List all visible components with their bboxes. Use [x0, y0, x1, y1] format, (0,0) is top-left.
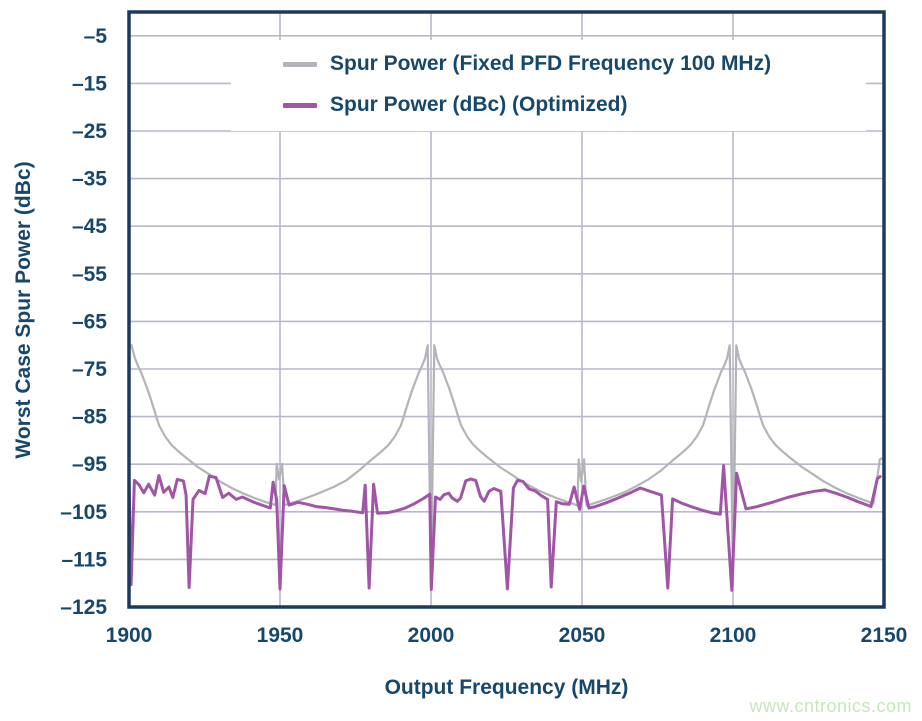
- y-tick-label: –55: [72, 263, 107, 286]
- y-tick-label: –85: [72, 406, 107, 429]
- y-tick-label: –65: [72, 310, 107, 333]
- plot-border: [127, 10, 886, 609]
- legend-item-optimized: Spur Power (dBc) (Optimized): [283, 87, 866, 123]
- legend-swatch-fixed-pfd: [283, 61, 317, 67]
- legend-label-optimized: Spur Power (dBc) (Optimized): [330, 93, 628, 116]
- y-tick-label: –75: [72, 358, 107, 381]
- y-tick-label: –125: [60, 596, 107, 619]
- y-tick-label: –5: [84, 25, 108, 48]
- y-tick-label: –25: [72, 120, 107, 143]
- y-tick-label: –45: [72, 215, 107, 238]
- watermark-text: www.cntronics.com: [749, 696, 912, 716]
- x-tick-label: 1900: [106, 624, 153, 647]
- y-tick-label: –105: [60, 501, 107, 524]
- series-line-optimized: [127, 464, 882, 592]
- y-axis-title: Worst Case Spur Power (dBc): [12, 161, 35, 459]
- x-tick-label: 2050: [559, 624, 606, 647]
- x-tick-label: 2150: [861, 624, 908, 647]
- x-tick-label: 2000: [408, 624, 455, 647]
- x-tick-label: 1950: [257, 624, 304, 647]
- series-line-fixed-pfd: [127, 344, 883, 587]
- x-tick-label: 2100: [710, 624, 757, 647]
- y-tick-label: –95: [72, 453, 107, 476]
- x-axis-title: Output Frequency (MHz): [384, 676, 629, 699]
- legend-swatch-optimized: [283, 102, 317, 108]
- y-tick-label: –15: [72, 72, 107, 95]
- legend-item-fixed-pfd: Spur Power (Fixed PFD Frequency 100 MHz): [283, 46, 866, 82]
- legend-label-fixed-pfd: Spur Power (Fixed PFD Frequency 100 MHz): [330, 52, 772, 75]
- y-tick-label: –35: [72, 168, 107, 191]
- y-tick-label: –115: [61, 548, 107, 571]
- legend: Spur Power (Fixed PFD Frequency 100 MHz)…: [231, 40, 866, 131]
